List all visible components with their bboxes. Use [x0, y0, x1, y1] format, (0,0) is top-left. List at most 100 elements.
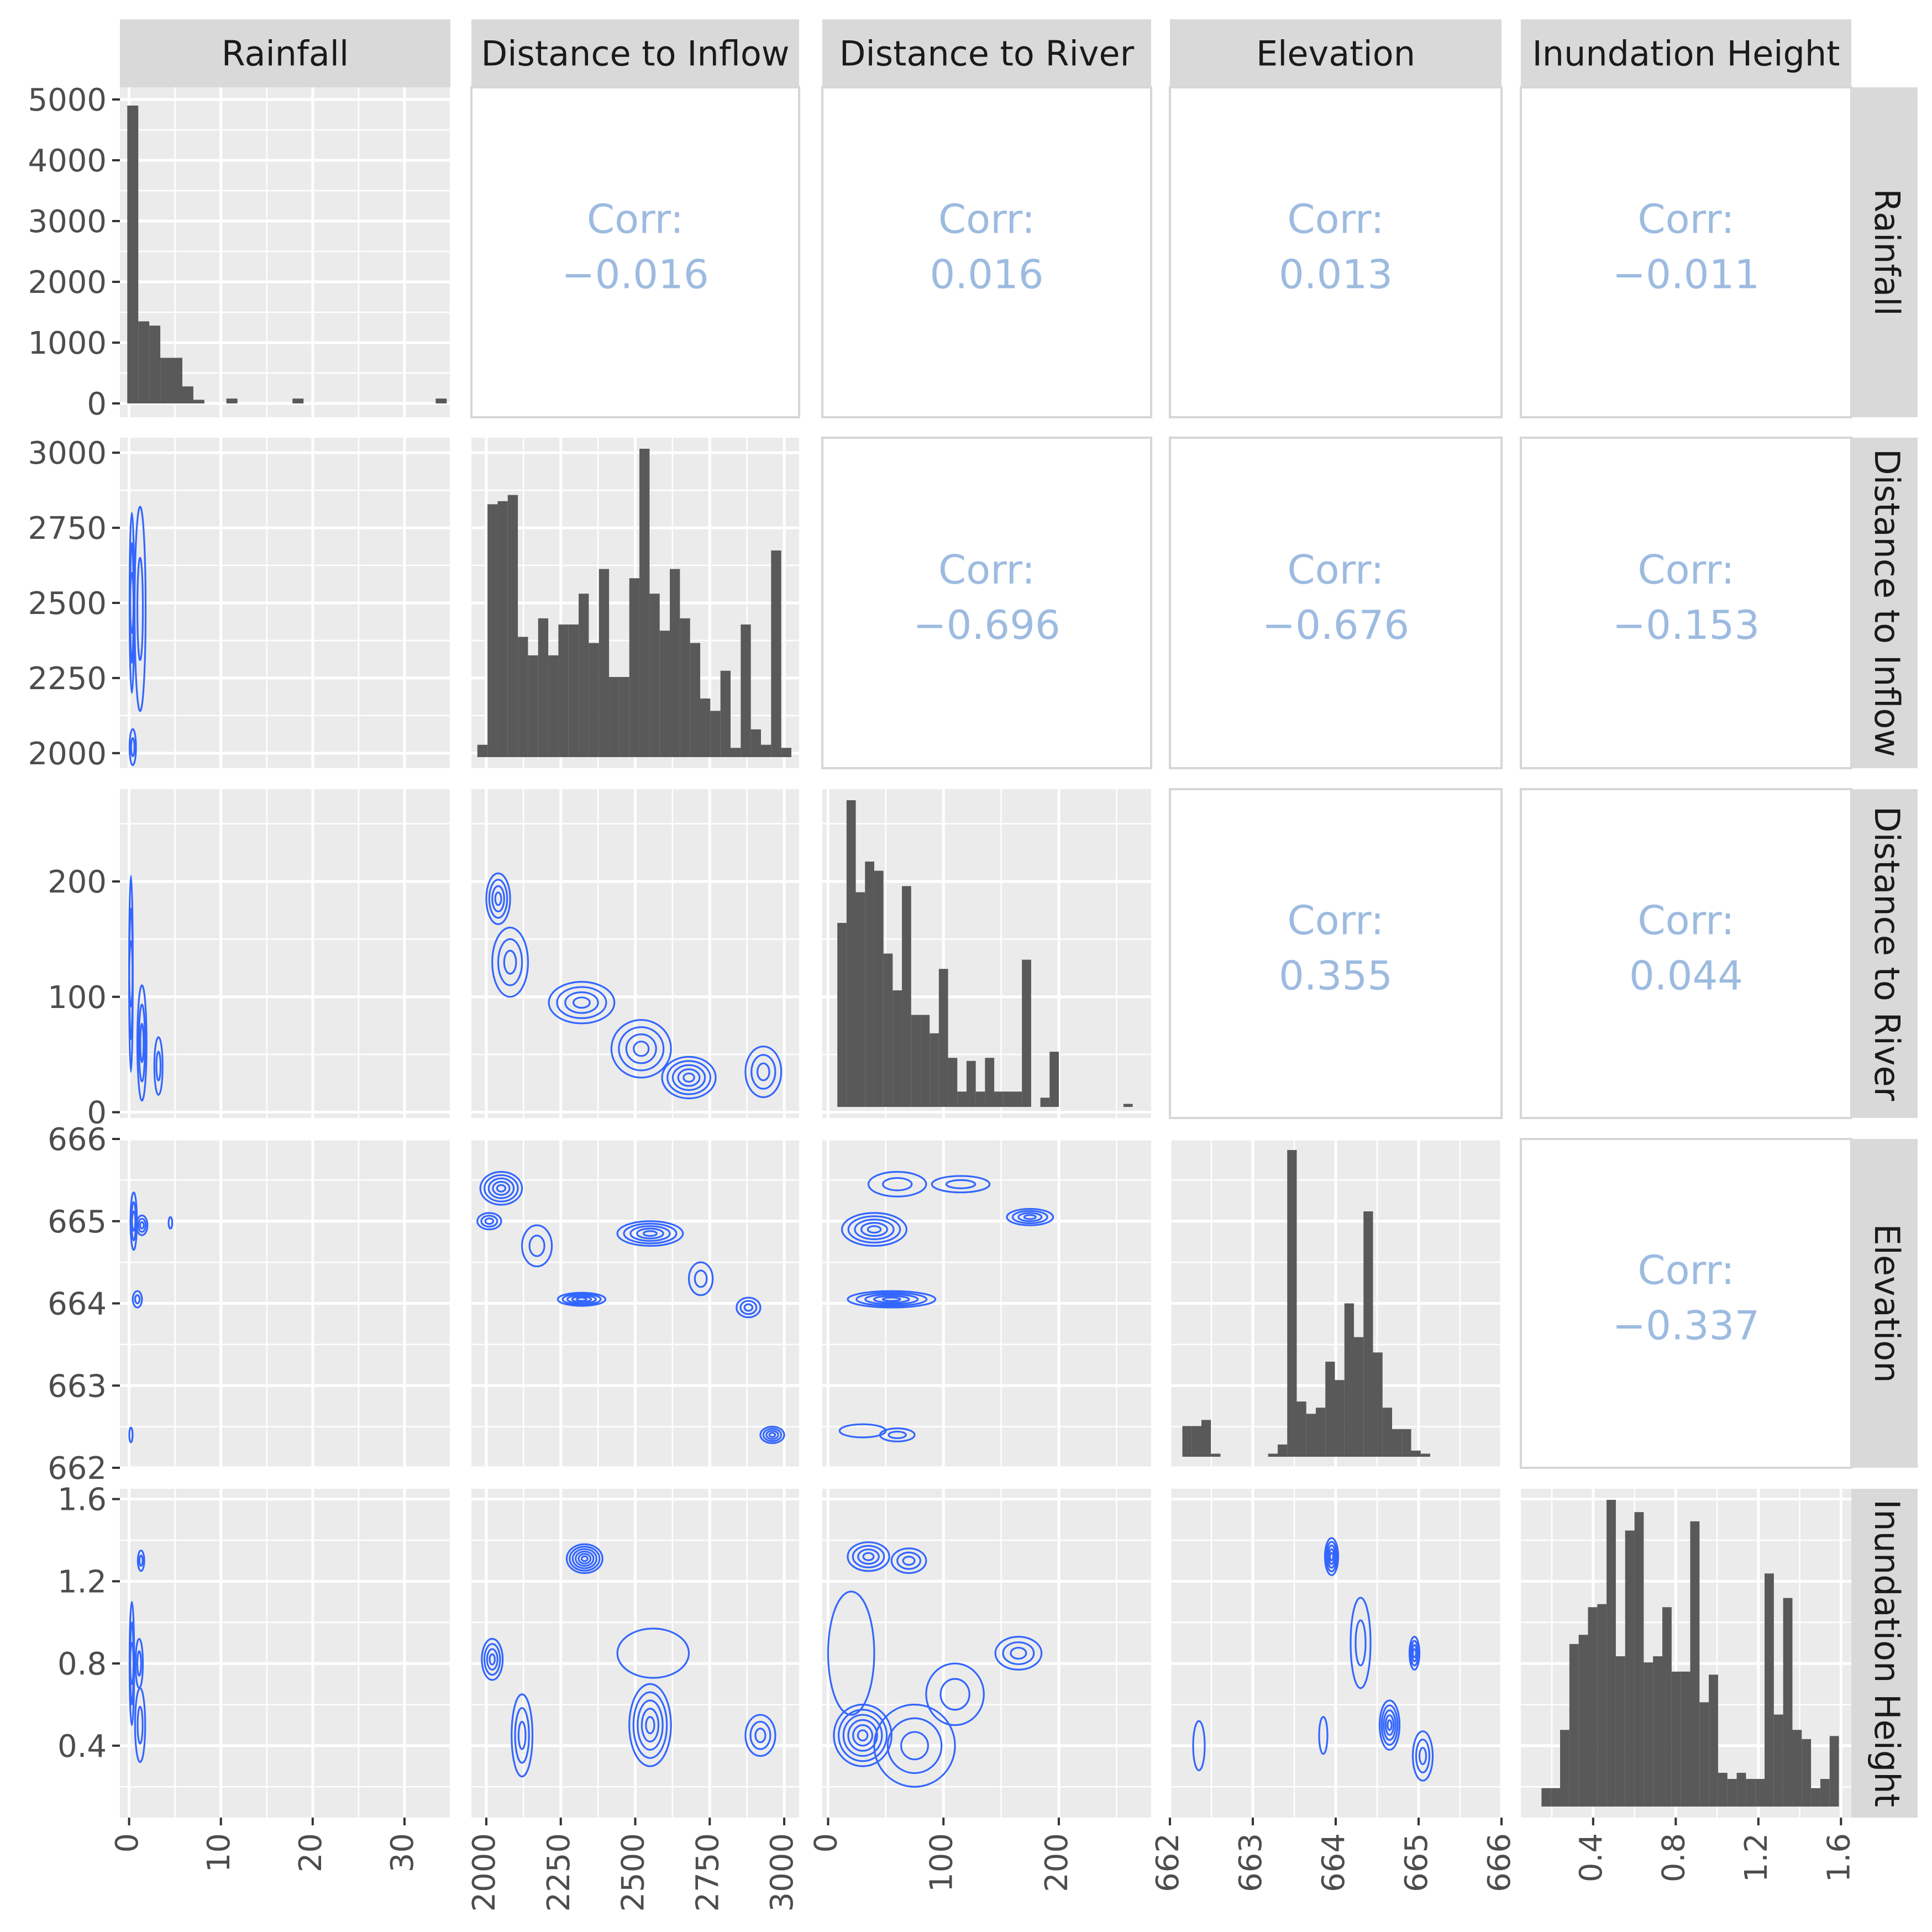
histogram-bar-distance-to-inflow — [720, 670, 731, 757]
histogram-bar-inundation-height — [1671, 1671, 1681, 1807]
density-contour-line — [1318, 1716, 1329, 1755]
corr-label: Corr: — [1637, 196, 1734, 243]
density-contour-line — [854, 1219, 895, 1241]
histogram-bar-distance-to-river — [865, 862, 874, 1107]
histogram-bar-inundation-height — [1541, 1788, 1551, 1807]
density-contour-line — [744, 1045, 783, 1099]
density-contour-line — [483, 1643, 501, 1676]
density-contour-line — [1325, 1541, 1338, 1573]
histogram-bar-inundation-height — [1615, 1656, 1625, 1807]
histogram-bar-distance-to-inflow — [518, 637, 528, 757]
density-contour-line — [886, 1717, 943, 1775]
density-contour-line — [768, 1432, 776, 1438]
histogram-bar-distance-to-inflow — [639, 449, 650, 757]
density-contour-line — [847, 1290, 937, 1309]
corr-panel-0-2 — [821, 86, 1152, 418]
histogram-bar-inundation-height — [1644, 1662, 1653, 1807]
density-contour-line — [636, 1227, 664, 1240]
density-contour-line — [580, 1555, 589, 1562]
row-strip-label: Elevation — [1867, 1224, 1907, 1383]
density-contour-line — [503, 949, 517, 975]
histogram-bar-elevation — [1268, 1453, 1278, 1457]
histogram-bar-distance-to-river — [985, 1058, 995, 1107]
histogram-bar-rainfall — [149, 326, 161, 403]
histogram-bar-inundation-height — [1699, 1702, 1709, 1807]
density-contour-line — [497, 938, 523, 986]
density-contour-line — [1324, 1537, 1340, 1576]
density-contour-line — [1418, 1746, 1427, 1765]
density-contour-line — [1192, 1720, 1206, 1772]
histogram-bar-elevation — [1411, 1450, 1421, 1457]
density-contour-line — [489, 1653, 496, 1666]
y-tick-label: 100 — [48, 980, 107, 1016]
density-contour-line — [847, 1215, 901, 1244]
histogram-bar-distance-to-inflow — [568, 624, 579, 757]
density-contour-line — [671, 1064, 706, 1091]
histogram-bar-distance-to-river — [930, 1033, 939, 1107]
histogram-bar-distance-to-river — [966, 1060, 976, 1107]
histogram-bar-distance-to-river — [1003, 1091, 1013, 1107]
density-contour-line — [487, 1177, 515, 1199]
density-contour-line — [637, 1699, 664, 1751]
density-contour-line — [759, 1426, 785, 1444]
x-tick-label: 100 — [923, 1833, 959, 1892]
histogram-bar-distance-to-inflow — [487, 504, 498, 757]
density-contour-line — [571, 1548, 598, 1569]
density-contour-line — [514, 1707, 530, 1764]
column-strip-rainfall — [120, 19, 450, 87]
histogram-bar-distance-to-inflow — [558, 624, 569, 757]
y-tick-label: 4000 — [28, 143, 107, 179]
column-strip-label: Rainfall — [222, 34, 349, 74]
density-contour-line — [616, 1220, 684, 1247]
density-contour-line — [488, 879, 508, 919]
density-contour-line — [479, 1170, 523, 1206]
density-contour-line — [1017, 1212, 1043, 1222]
density-contour-line — [485, 872, 511, 925]
histogram-bar-distance-to-river — [957, 1091, 967, 1107]
x-tick-label: 0.4 — [1573, 1833, 1609, 1882]
y-tick-label: 1000 — [28, 326, 107, 361]
density-contour-line — [517, 1720, 527, 1750]
histogram-bar-distance-to-river — [911, 1015, 921, 1107]
corr-label: Corr: — [938, 547, 1035, 593]
density-contour-line — [860, 1222, 888, 1237]
y-tick-label: 0 — [87, 386, 107, 422]
density-contour-line — [476, 1212, 502, 1231]
density-contour-line — [756, 1062, 770, 1082]
corr-label: Corr: — [1637, 547, 1734, 593]
density-contour-line — [167, 1216, 174, 1230]
density-contour-line — [1355, 1619, 1367, 1667]
histogram-bar-distance-to-inflow — [750, 729, 761, 757]
histogram-bar-distance-to-inflow — [579, 594, 589, 757]
density-contour-line — [131, 1210, 136, 1232]
density-contour-line — [129, 572, 135, 634]
density-contour-line — [136, 1705, 144, 1745]
histogram-bar-distance-to-inflow — [538, 618, 549, 757]
density-contour-line — [481, 1637, 504, 1681]
density-contour-line — [881, 1296, 901, 1302]
histogram-bar-distance-to-river — [994, 1091, 1004, 1107]
histogram-bar-inundation-height — [1765, 1573, 1774, 1807]
y-tick-label: 2500 — [28, 586, 107, 622]
histogram-bar-rainfall — [171, 358, 182, 403]
column-strip-inundation-height — [1521, 19, 1851, 87]
x-tick-label: 0 — [809, 1833, 844, 1853]
density-contour-line — [1387, 1719, 1393, 1731]
corr-value: 0.016 — [930, 251, 1043, 298]
density-contour-line — [569, 1546, 601, 1572]
histogram-bar-inundation-height — [1597, 1604, 1607, 1807]
density-contour-line — [1328, 1548, 1335, 1565]
density-contour-line — [625, 1033, 657, 1064]
density-contour-line — [837, 1709, 888, 1762]
corr-value: −0.337 — [1613, 1303, 1760, 1349]
corr-panel-3-4 — [1520, 1138, 1852, 1469]
density-contour-line — [1384, 1714, 1395, 1736]
corr-value: −0.016 — [561, 251, 708, 298]
density-contour-line — [576, 1296, 587, 1302]
histogram-bar-distance-to-river — [1040, 1098, 1050, 1107]
y-tick-label: 664 — [48, 1287, 107, 1322]
x-tick-label: 0 — [109, 1833, 145, 1853]
histogram-bar-distance-to-inflow — [659, 631, 670, 757]
corr-value: −0.153 — [1613, 602, 1760, 648]
histogram-bar-distance-to-inflow — [771, 550, 781, 757]
